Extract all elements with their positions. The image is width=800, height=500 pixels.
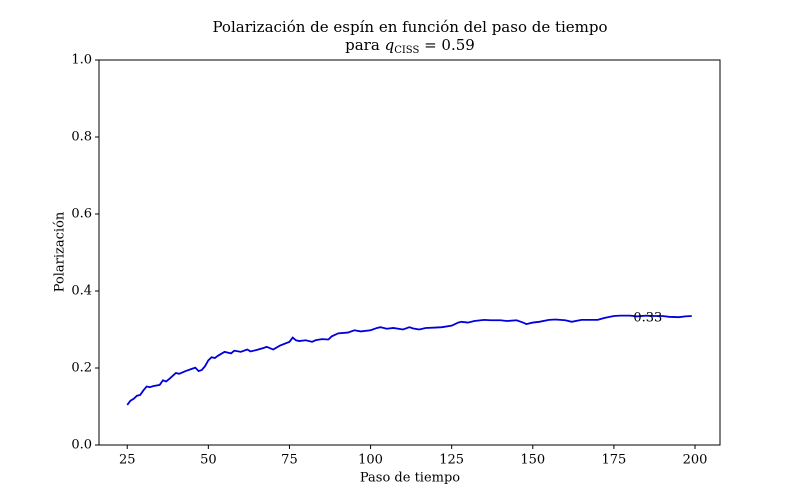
x-tick-label: 75 [281, 453, 298, 468]
x-tick-label: 100 [358, 453, 383, 468]
x-tick-label: 25 [119, 453, 136, 468]
x-tick-label: 125 [439, 453, 464, 468]
chart-subtitle: para qCISS = 0.59 [345, 36, 475, 56]
annotation: 0.33 [633, 310, 662, 325]
x-tick-label: 50 [200, 453, 217, 468]
y-tick-label: 0.8 [71, 130, 92, 145]
y-tick-label: 0.0 [71, 438, 92, 453]
subtitle-suffix: = 0.59 [419, 36, 475, 54]
plot-frame [98, 59, 721, 446]
line [126, 314, 692, 406]
y-tick-label: 0.6 [71, 207, 92, 222]
x-axis-label: Paso de tiempo [360, 471, 460, 486]
subtitle-prefix: para [345, 36, 384, 54]
subtitle-subscript: CISS [394, 45, 419, 56]
y-tick-label: 0.4 [71, 284, 92, 299]
subtitle-symbol: q [385, 36, 395, 54]
y-axis-label: Polarización [53, 211, 68, 292]
x-tick-label: 200 [683, 453, 708, 468]
x-tick-label: 175 [601, 453, 626, 468]
x-tick-label: 150 [520, 453, 545, 468]
y-tick-label: 1.0 [71, 53, 92, 68]
chart-title: Polarización de espín en función del pas… [212, 18, 607, 36]
y-tick-label: 0.2 [71, 361, 92, 376]
